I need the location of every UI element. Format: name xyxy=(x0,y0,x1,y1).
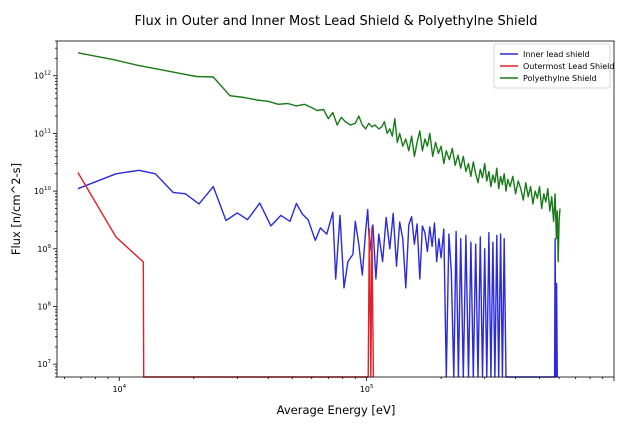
y-tick-label: 1011 xyxy=(34,128,51,138)
axis-ticks: 107 108 109 1010 1011 1012 104 105 xyxy=(34,40,615,394)
series-line-2 xyxy=(77,52,561,263)
y-tick-label: 1012 xyxy=(34,71,51,81)
y-tick-label: 109 xyxy=(37,244,51,254)
y-tick-label: 108 xyxy=(37,302,51,312)
series-line-1 xyxy=(77,172,375,378)
y-tick-label: 107 xyxy=(37,359,51,369)
plot-area xyxy=(77,52,561,378)
series-line-0 xyxy=(77,169,558,378)
x-tick-label: 104 xyxy=(112,384,126,394)
legend-label-1: Outermost Lead Shield xyxy=(523,62,614,71)
chart-title: Flux in Outer and Inner Most Lead Shield… xyxy=(134,14,537,29)
x-tick-label: 105 xyxy=(360,384,374,394)
y-axis-label: Flux [n/cm^2-s] xyxy=(9,163,23,255)
legend-box xyxy=(493,43,611,89)
legend: Inner lead shield Outermost Lead Shield Po… xyxy=(493,43,614,89)
x-axis-label: Average Energy [eV] xyxy=(277,403,396,417)
legend-label-2: Polyethylne Shield xyxy=(523,74,597,83)
y-tick-label: 1010 xyxy=(34,186,52,196)
plot-frame xyxy=(56,40,615,378)
legend-label-0: Inner lead shield xyxy=(523,50,590,59)
